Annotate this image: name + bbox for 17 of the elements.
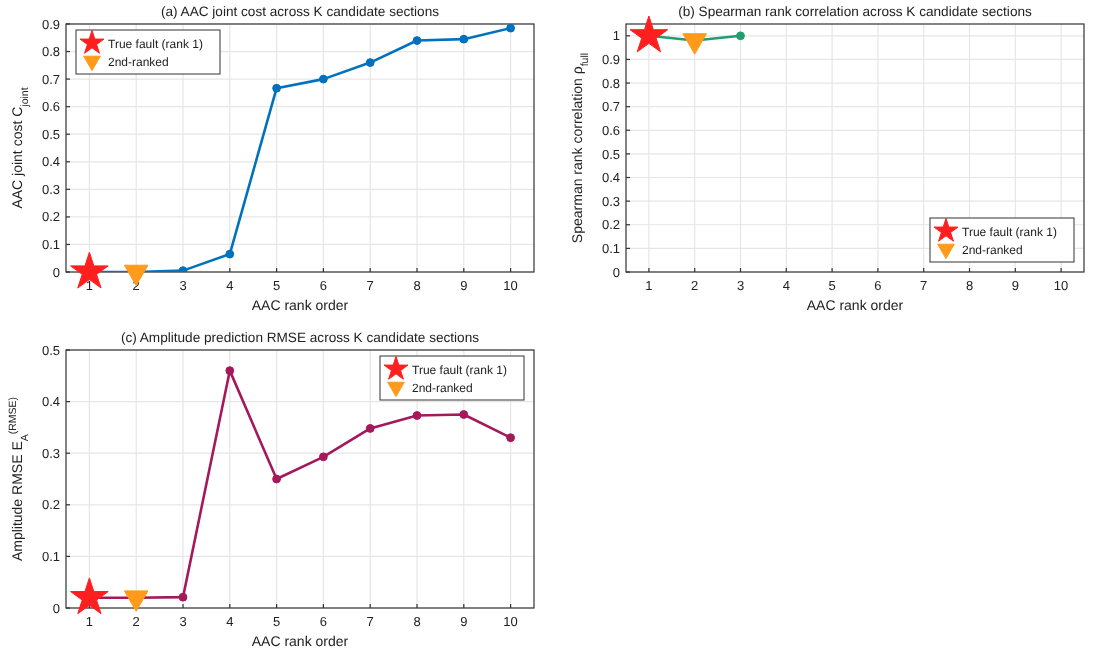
point [225, 366, 235, 376]
point [459, 410, 469, 419]
point [506, 24, 516, 33]
point [412, 36, 422, 45]
point [70, 577, 109, 615]
point [225, 249, 235, 259]
point [365, 424, 375, 433]
point [70, 251, 109, 289]
point [459, 34, 469, 44]
point [178, 592, 188, 602]
point [272, 83, 282, 93]
point [506, 433, 516, 443]
point [365, 58, 375, 67]
point [272, 474, 282, 484]
point [412, 411, 422, 420]
point [318, 74, 328, 84]
point [318, 452, 328, 462]
